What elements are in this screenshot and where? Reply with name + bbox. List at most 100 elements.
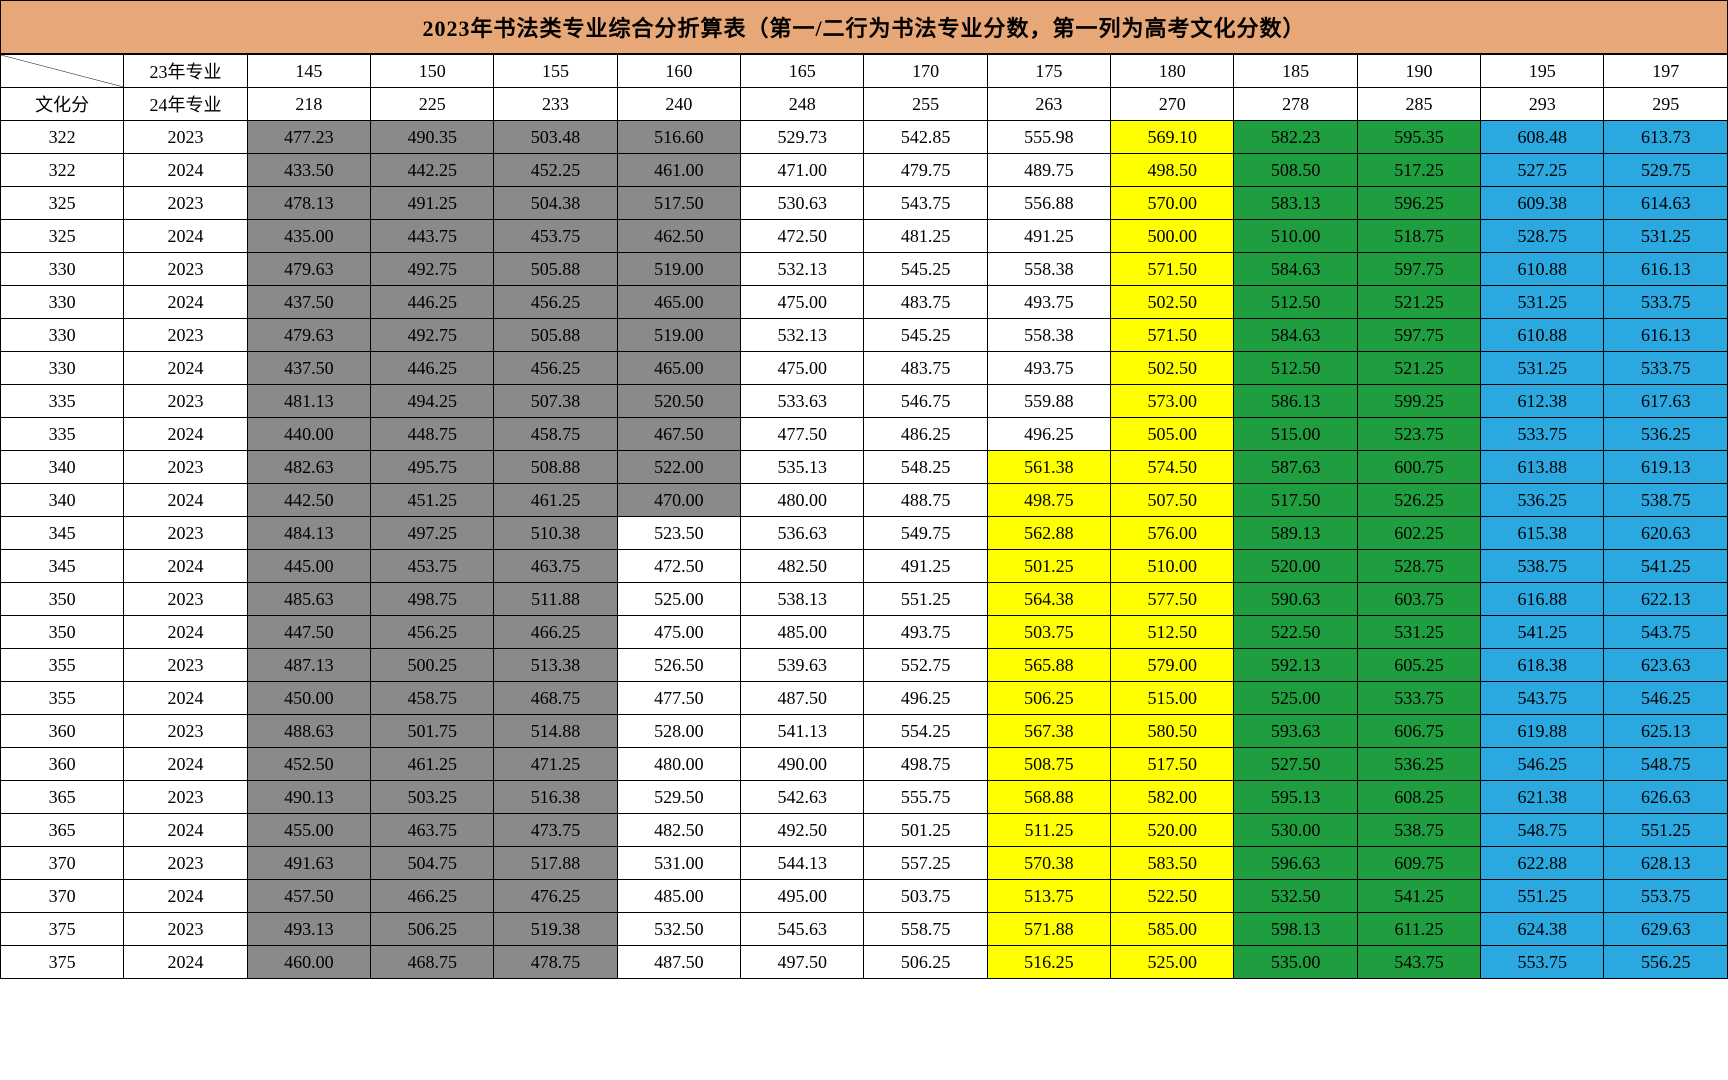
- value-cell: 487.50: [617, 946, 740, 979]
- header-24-label: 24年专业: [124, 88, 247, 121]
- value-cell: 481.25: [864, 220, 987, 253]
- wenhuafen-cell: 345: [1, 517, 124, 550]
- value-cell: 487.13: [247, 649, 370, 682]
- value-cell: 593.63: [1234, 715, 1357, 748]
- value-cell: 618.38: [1481, 649, 1604, 682]
- value-cell: 475.00: [741, 286, 864, 319]
- year-cell: 2023: [124, 319, 247, 352]
- value-cell: 570.00: [1111, 187, 1234, 220]
- header-24-col-4: 248: [741, 88, 864, 121]
- value-cell: 538.13: [741, 583, 864, 616]
- value-cell: 555.98: [987, 121, 1110, 154]
- value-cell: 569.10: [1111, 121, 1234, 154]
- value-cell: 511.88: [494, 583, 617, 616]
- value-cell: 517.88: [494, 847, 617, 880]
- table-row: 3302024437.50446.25456.25465.00475.00483…: [1, 352, 1728, 385]
- table-row: 3452024445.00453.75463.75472.50482.50491…: [1, 550, 1728, 583]
- year-cell: 2024: [124, 748, 247, 781]
- table-row: 3352024440.00448.75458.75467.50477.50486…: [1, 418, 1728, 451]
- value-cell: 624.38: [1481, 913, 1604, 946]
- table-row: 3502023485.63498.75511.88525.00538.13551…: [1, 583, 1728, 616]
- wenhuafen-cell: 330: [1, 253, 124, 286]
- value-cell: 545.25: [864, 319, 987, 352]
- value-cell: 525.00: [1234, 682, 1357, 715]
- value-cell: 501.25: [987, 550, 1110, 583]
- value-cell: 487.50: [741, 682, 864, 715]
- value-cell: 504.38: [494, 187, 617, 220]
- value-cell: 442.50: [247, 484, 370, 517]
- value-cell: 580.50: [1111, 715, 1234, 748]
- wenhuafen-cell: 360: [1, 748, 124, 781]
- value-cell: 612.38: [1481, 385, 1604, 418]
- header-24-col-9: 285: [1357, 88, 1480, 121]
- value-cell: 495.75: [371, 451, 494, 484]
- value-cell: 554.25: [864, 715, 987, 748]
- table-row: 3602023488.63501.75514.88528.00541.13554…: [1, 715, 1728, 748]
- value-cell: 480.00: [741, 484, 864, 517]
- value-cell: 477.23: [247, 121, 370, 154]
- value-cell: 498.50: [1111, 154, 1234, 187]
- value-cell: 458.75: [494, 418, 617, 451]
- value-cell: 502.50: [1111, 352, 1234, 385]
- value-cell: 557.25: [864, 847, 987, 880]
- header-23-col-5: 170: [864, 55, 987, 88]
- value-cell: 505.00: [1111, 418, 1234, 451]
- table-row: 3702024457.50466.25476.25485.00495.00503…: [1, 880, 1728, 913]
- wenhuafen-cell: 375: [1, 913, 124, 946]
- wenhuafen-cell: 335: [1, 385, 124, 418]
- value-cell: 576.00: [1111, 517, 1234, 550]
- value-cell: 503.75: [987, 616, 1110, 649]
- table-row: 3502024447.50456.25466.25475.00485.00493…: [1, 616, 1728, 649]
- value-cell: 532.50: [1234, 880, 1357, 913]
- value-cell: 470.00: [617, 484, 740, 517]
- value-cell: 507.50: [1111, 484, 1234, 517]
- value-cell: 489.75: [987, 154, 1110, 187]
- value-cell: 508.88: [494, 451, 617, 484]
- value-cell: 516.38: [494, 781, 617, 814]
- value-cell: 548.25: [864, 451, 987, 484]
- year-cell: 2024: [124, 682, 247, 715]
- value-cell: 527.25: [1481, 154, 1604, 187]
- value-cell: 531.25: [1481, 286, 1604, 319]
- year-cell: 2024: [124, 286, 247, 319]
- header-23-col-2: 155: [494, 55, 617, 88]
- table-row: 3302023479.63492.75505.88519.00532.13545…: [1, 253, 1728, 286]
- value-cell: 503.48: [494, 121, 617, 154]
- year-cell: 2024: [124, 946, 247, 979]
- value-cell: 533.75: [1604, 352, 1728, 385]
- year-cell: 2023: [124, 913, 247, 946]
- value-cell: 466.25: [371, 880, 494, 913]
- value-cell: 512.50: [1234, 286, 1357, 319]
- value-cell: 530.63: [741, 187, 864, 220]
- header-24-col-3: 240: [617, 88, 740, 121]
- table-row: 3552024450.00458.75468.75477.50487.50496…: [1, 682, 1728, 715]
- value-cell: 472.50: [741, 220, 864, 253]
- value-cell: 529.75: [1604, 154, 1728, 187]
- value-cell: 491.63: [247, 847, 370, 880]
- value-cell: 562.88: [987, 517, 1110, 550]
- value-cell: 485.00: [741, 616, 864, 649]
- year-cell: 2023: [124, 451, 247, 484]
- value-cell: 595.13: [1234, 781, 1357, 814]
- value-cell: 468.75: [494, 682, 617, 715]
- value-cell: 492.50: [741, 814, 864, 847]
- value-cell: 536.25: [1604, 418, 1728, 451]
- value-cell: 546.25: [1481, 748, 1604, 781]
- value-cell: 472.50: [617, 550, 740, 583]
- wenhuafen-cell: 375: [1, 946, 124, 979]
- value-cell: 493.75: [987, 286, 1110, 319]
- value-cell: 543.75: [1604, 616, 1728, 649]
- value-cell: 498.75: [371, 583, 494, 616]
- value-cell: 506.25: [864, 946, 987, 979]
- value-cell: 600.75: [1357, 451, 1480, 484]
- wenhuafen-cell: 330: [1, 286, 124, 319]
- value-cell: 585.00: [1111, 913, 1234, 946]
- wenhuafen-cell: 355: [1, 682, 124, 715]
- table-row: 3602024452.50461.25471.25480.00490.00498…: [1, 748, 1728, 781]
- value-cell: 502.50: [1111, 286, 1234, 319]
- value-cell: 478.75: [494, 946, 617, 979]
- year-cell: 2024: [124, 220, 247, 253]
- value-cell: 571.50: [1111, 253, 1234, 286]
- value-cell: 505.88: [494, 253, 617, 286]
- value-cell: 465.00: [617, 286, 740, 319]
